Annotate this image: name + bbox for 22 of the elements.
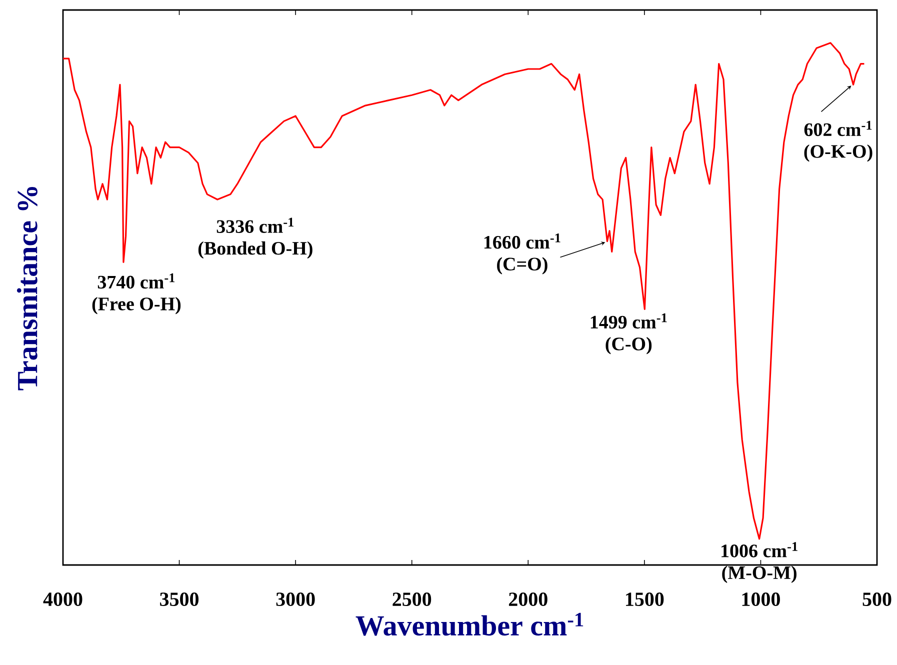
annotation: (Free O-H) (92, 297, 181, 314)
x-tick-label: 2000 (508, 592, 548, 606)
x-tick-label: 1000 (742, 592, 780, 606)
annotation: (Bonded O-H) (198, 241, 312, 259)
x-tick-label: 3500 (160, 592, 199, 606)
y-axis-title: Transmitance % (16, 187, 38, 390)
annotation: 1499 cm$^{-1}$ (590, 313, 667, 329)
text: (M-O-M) (722, 566, 796, 583)
annotation: 602 cm$^{-1}$ (804, 120, 872, 136)
annotation: 1006 cm$^{-1}$ (722, 542, 798, 558)
annotation: 3740 cm$^{-1}$ (98, 273, 175, 289)
x-tick-label: 500 (862, 592, 892, 606)
x-axis-title: Wavenumber cm$^{-1}$ (356, 612, 584, 636)
annotation: (O-K-O) (804, 144, 872, 162)
annotation: 3336 cm$^{-1}$ (216, 218, 294, 233)
annotation: (C=O) (497, 257, 548, 274)
x-tick-label: 4000 (43, 592, 82, 606)
x-tick-label: 2500 (392, 592, 432, 606)
x-tick-label: 3000 (276, 592, 315, 606)
annotation: 1660 cm$^{-1}$ (484, 233, 560, 249)
x-tick-label: 1500 (626, 592, 664, 606)
annotation: (C-O) (606, 337, 652, 354)
